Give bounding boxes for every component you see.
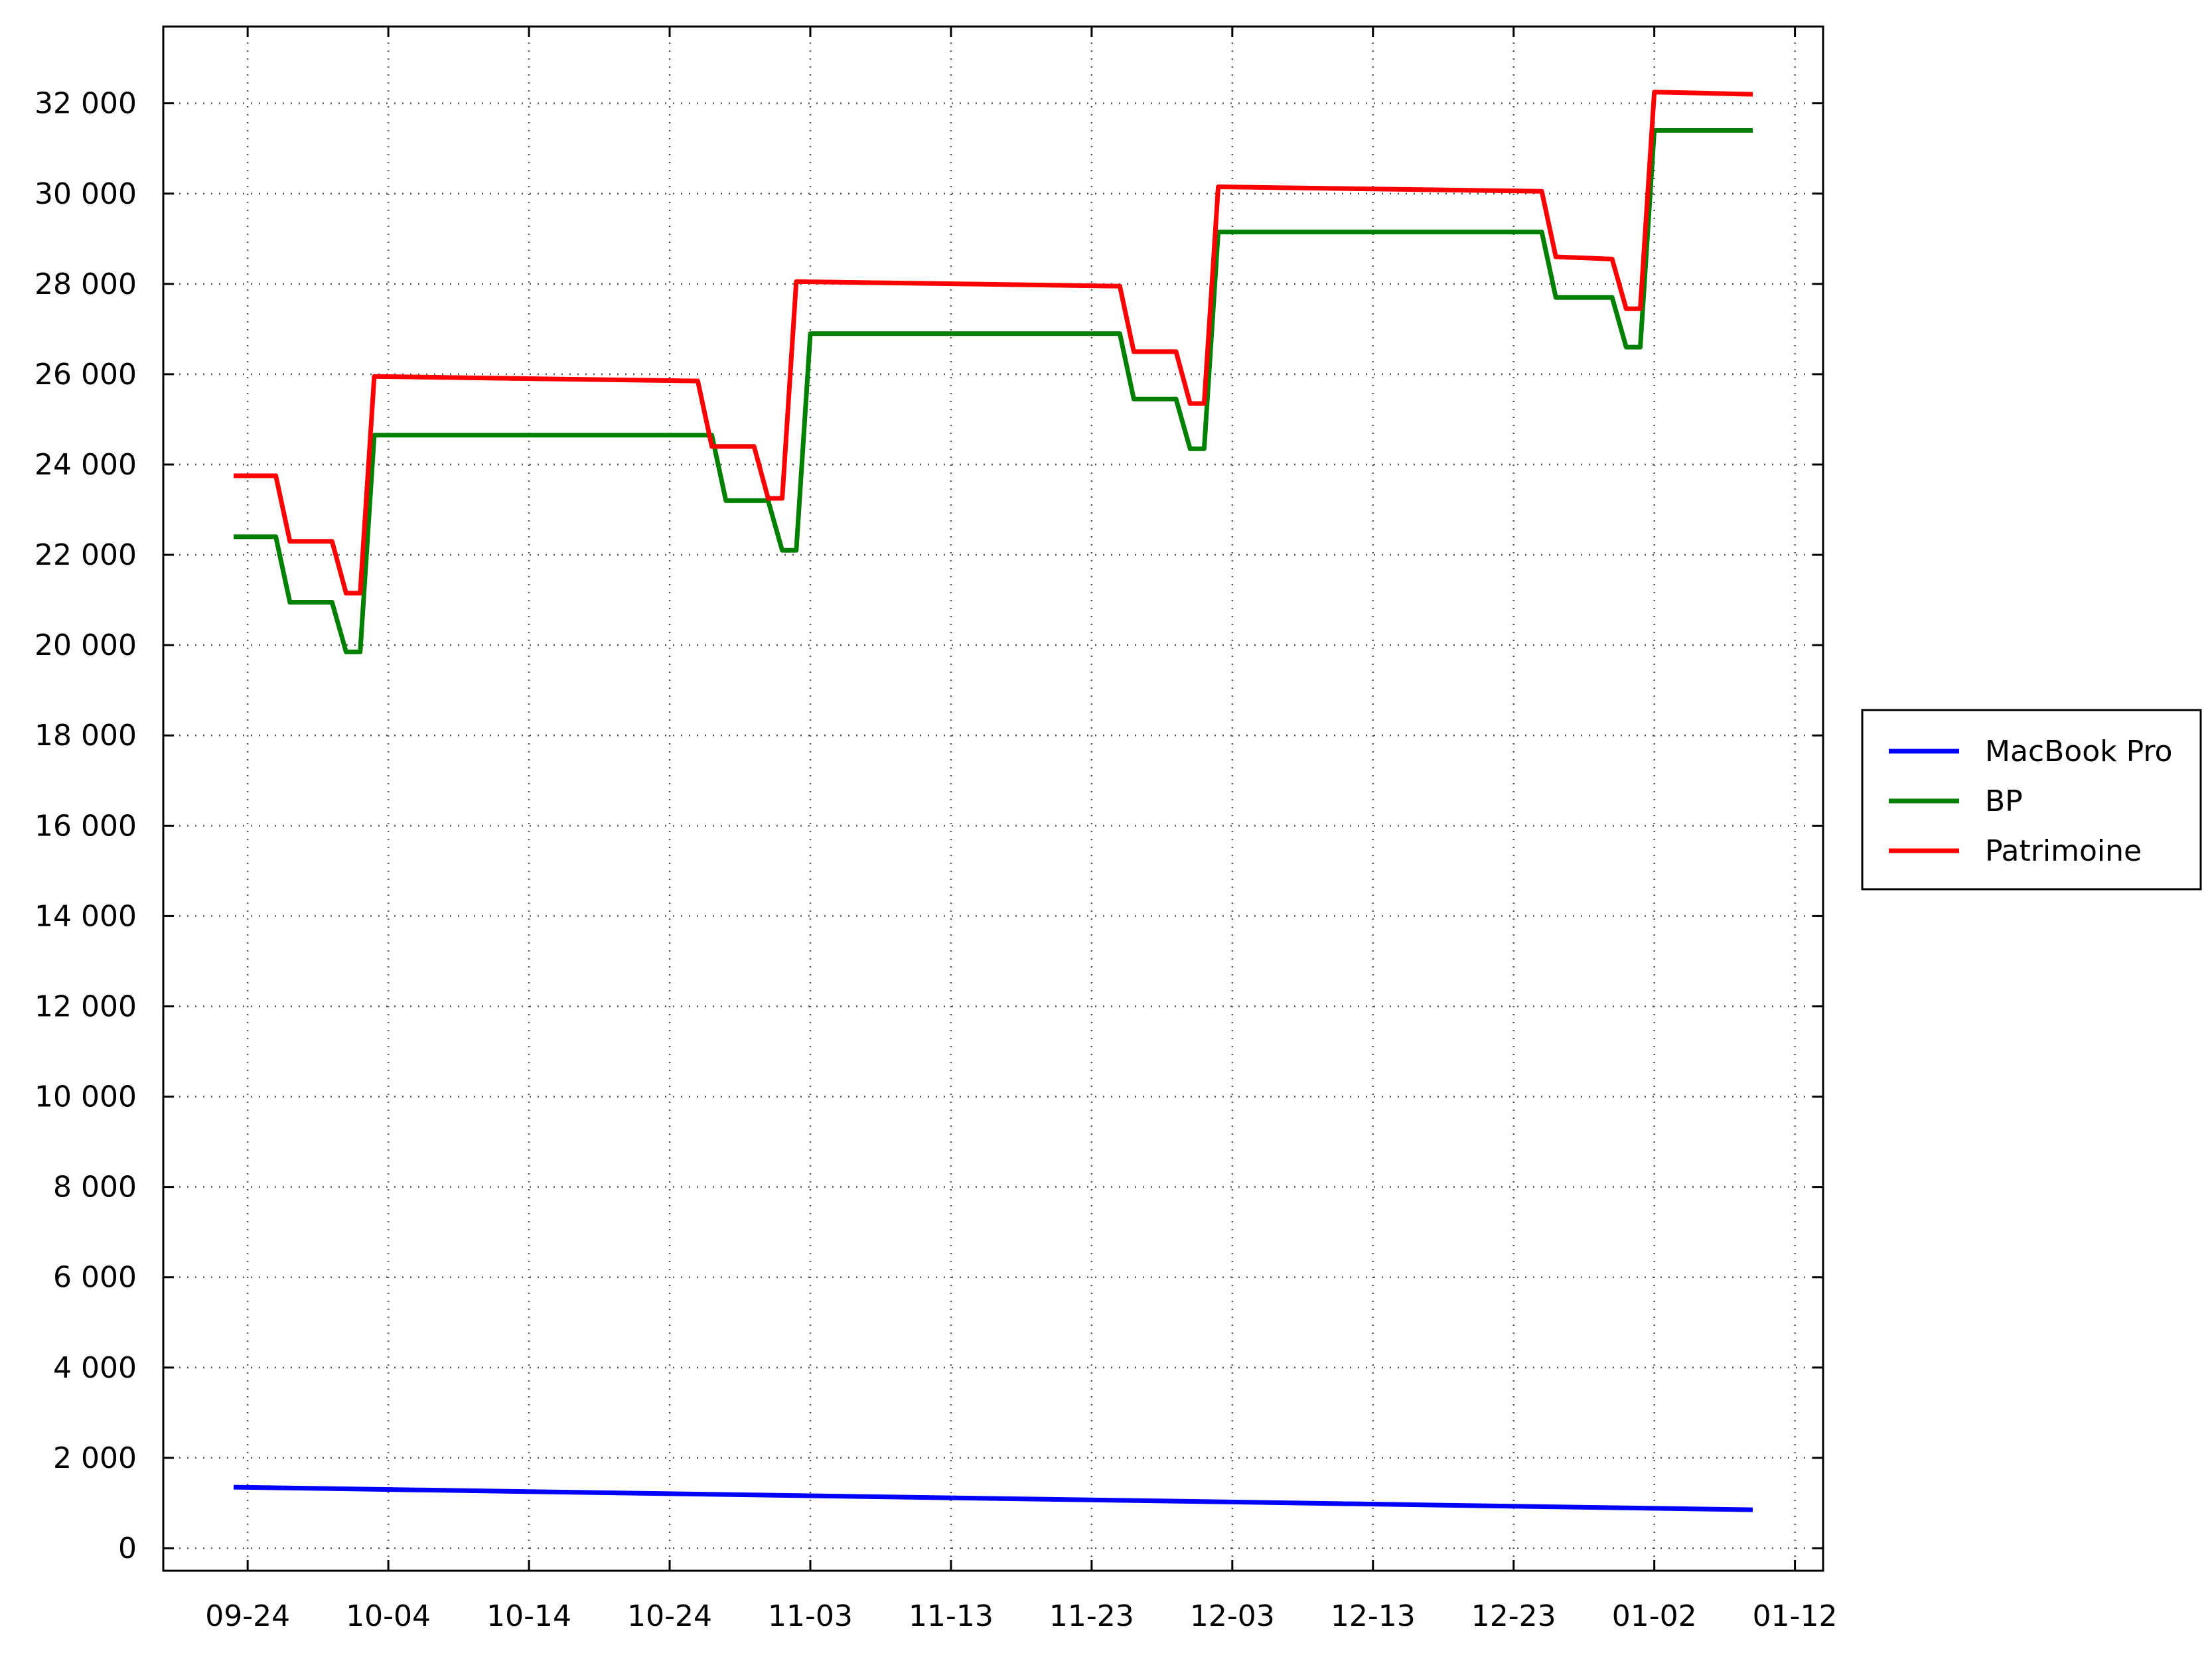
legend-label-patrimoine: Patrimoine (1985, 834, 2142, 868)
x-tick-label: 11-03 (768, 1599, 853, 1633)
y-tick-label: 24 000 (35, 448, 137, 482)
x-tick-label: 01-02 (1612, 1599, 1697, 1633)
y-tick-label: 2 000 (53, 1441, 137, 1475)
x-tick-label: 01-12 (1753, 1599, 1838, 1633)
series-lines (233, 90, 1753, 1512)
y-tick-label: 16 000 (35, 809, 137, 843)
y-tick-label: 26 000 (35, 358, 137, 392)
y-tick-label: 22 000 (35, 538, 137, 572)
y-tick-label: 0 (118, 1532, 137, 1565)
x-tick-label: 09-24 (205, 1599, 290, 1633)
x-tick-label: 12-03 (1190, 1599, 1275, 1633)
legend-label-macbook-pro: MacBook Pro (1985, 735, 2172, 768)
series-line-macbook-pro (233, 1484, 1753, 1512)
series-line-patrimoine (234, 90, 1753, 596)
x-tick-label: 12-23 (1471, 1599, 1556, 1633)
x-tick-label: 12-13 (1331, 1599, 1416, 1633)
y-tick-label: 20 000 (35, 628, 137, 662)
legend-label-bp: BP (1985, 784, 2023, 818)
x-tick-label: 11-13 (909, 1599, 994, 1633)
x-tick-label: 10-14 (486, 1599, 571, 1633)
y-tick-label: 32 000 (35, 87, 137, 121)
x-tick-label: 10-24 (627, 1599, 712, 1633)
x-tick-label: 11-23 (1049, 1599, 1134, 1633)
y-tick-label: 30 000 (35, 177, 137, 211)
y-tick-label: 12 000 (35, 989, 137, 1023)
y-tick-label: 4 000 (53, 1351, 137, 1385)
axis-ticks: 0 2 000 4 000 6 000 8 000 10 000 12 000 14 000 1… (35, 27, 1838, 1633)
series-line-bp (234, 128, 1753, 654)
y-tick-label: 8 000 (53, 1171, 137, 1204)
y-tick-label: 14 000 (35, 899, 137, 933)
y-tick-label: 10 000 (35, 1080, 137, 1114)
x-tick-label: 10-04 (346, 1599, 431, 1633)
y-tick-label: 28 000 (35, 267, 137, 301)
y-tick-label: 18 000 (35, 719, 137, 753)
y-tick-label: 6 000 (53, 1261, 137, 1295)
legend: MacBook Pro BP Patrimoine (1861, 709, 2202, 891)
plot-frame (162, 25, 1824, 1572)
